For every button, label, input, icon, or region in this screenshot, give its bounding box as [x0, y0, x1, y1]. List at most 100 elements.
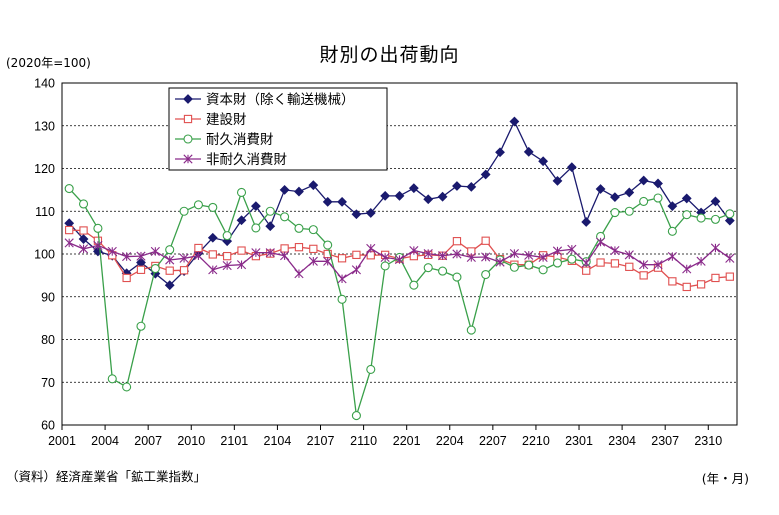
data-point	[481, 236, 490, 245]
data-point	[280, 244, 289, 253]
data-point	[280, 251, 290, 261]
x-tick-label: 2304	[608, 434, 636, 448]
data-point	[308, 256, 318, 266]
data-point	[64, 184, 74, 194]
x-tick-label: 2204	[436, 434, 464, 448]
y-tick-label: 120	[34, 162, 55, 176]
data-point	[65, 225, 74, 235]
data-point	[208, 250, 217, 259]
data-point	[725, 209, 735, 219]
data-point	[610, 207, 620, 218]
data-point	[193, 200, 203, 210]
y-tick-label: 90	[41, 290, 55, 304]
data-point	[724, 215, 735, 226]
data-point	[237, 246, 246, 255]
data-point	[78, 199, 89, 209]
data-point	[639, 196, 649, 206]
data-point	[208, 202, 218, 212]
data-point	[452, 181, 462, 191]
data-point	[337, 274, 347, 284]
x-tick-label: 2004	[91, 434, 119, 448]
data-point	[179, 206, 189, 216]
data-point	[595, 184, 606, 194]
y-tick-label: 110	[35, 205, 55, 219]
data-point	[122, 273, 131, 283]
data-point	[280, 212, 290, 222]
data-point	[524, 260, 534, 270]
data-point	[696, 213, 706, 223]
data-point	[409, 245, 419, 256]
y-tick-label: 70	[41, 376, 55, 390]
data-point	[681, 193, 692, 204]
source-note: （資料）経済産業省「鉱工業指数」	[6, 469, 207, 484]
series-4	[64, 237, 735, 284]
data-point	[437, 251, 448, 261]
data-point	[696, 280, 706, 289]
data-point	[552, 175, 563, 186]
y-tick-label: 130	[34, 119, 55, 133]
data-point	[567, 244, 577, 254]
x-tick-label: 2210	[522, 434, 550, 448]
data-point	[582, 266, 591, 275]
data-point	[624, 250, 634, 260]
legend-marker	[183, 154, 193, 164]
x-tick-label: 2104	[264, 434, 292, 448]
data-point	[610, 192, 620, 203]
data-point	[265, 248, 275, 258]
legend-label: 資本財（除く輸送機械）	[206, 92, 355, 108]
data-point	[667, 226, 677, 236]
x-tick-label: 2310	[694, 434, 722, 448]
data-point	[308, 225, 318, 235]
legend-marker	[183, 94, 193, 104]
data-point	[653, 193, 663, 203]
legend-marker	[183, 134, 193, 144]
data-point	[380, 252, 390, 263]
data-point	[509, 116, 520, 127]
data-point	[165, 255, 175, 265]
data-point	[452, 249, 462, 259]
data-point	[366, 243, 376, 254]
data-point	[625, 262, 634, 271]
data-point	[725, 272, 734, 281]
series-3	[64, 184, 735, 421]
data-point	[581, 258, 591, 268]
data-point	[223, 251, 232, 261]
data-point	[351, 265, 362, 275]
data-point	[309, 244, 318, 254]
data-point	[179, 253, 189, 263]
data-point	[595, 237, 606, 247]
data-point	[409, 280, 419, 290]
data-point	[380, 190, 391, 201]
data-point	[639, 271, 648, 280]
x-tick-label: 2201	[393, 434, 421, 448]
data-point	[337, 254, 347, 263]
legend-label: 耐久消費財	[206, 132, 274, 148]
data-point	[78, 234, 89, 244]
data-point	[279, 184, 290, 195]
data-point	[423, 248, 433, 259]
data-point	[725, 253, 735, 263]
data-point	[179, 266, 189, 275]
data-point	[193, 251, 204, 261]
x-tick-label: 2007	[134, 434, 162, 448]
x-tick-label: 2110	[350, 434, 377, 448]
data-point	[294, 269, 304, 279]
data-point	[294, 223, 304, 233]
x-tick-label: 2207	[479, 434, 507, 448]
data-point	[207, 232, 218, 243]
data-point	[480, 169, 491, 180]
y-tick-label: 60	[41, 419, 55, 433]
data-point	[164, 280, 175, 291]
data-point	[710, 196, 721, 207]
data-point	[323, 256, 333, 266]
data-point	[122, 382, 132, 392]
data-point	[552, 246, 563, 256]
data-point	[323, 240, 333, 250]
data-point	[624, 206, 634, 216]
data-point	[165, 245, 175, 255]
data-point	[696, 256, 706, 266]
data-point	[265, 221, 276, 232]
data-point	[78, 244, 89, 254]
data-point	[423, 194, 434, 205]
